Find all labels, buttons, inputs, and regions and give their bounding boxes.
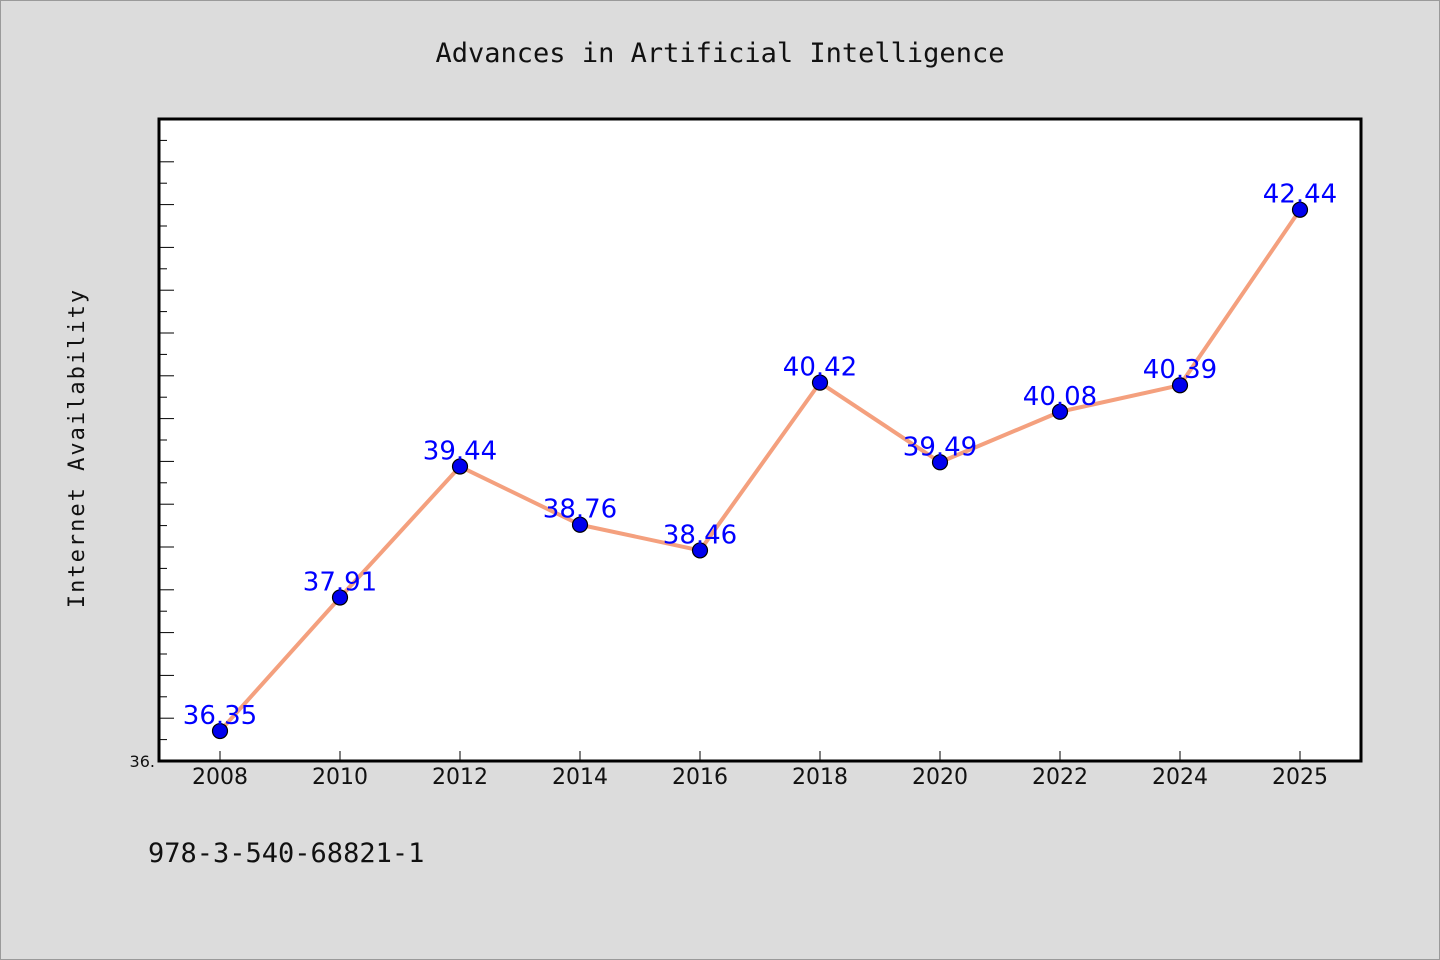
x-tick-label: 2022 <box>1032 765 1088 790</box>
data-point <box>571 516 589 533</box>
data-point <box>1171 377 1189 394</box>
data-point <box>211 722 229 740</box>
y-tick-label-min: 36. <box>130 752 155 771</box>
data-label: 39.44 <box>423 437 497 467</box>
y-axis-ticks <box>159 139 174 741</box>
x-tick-label: 2014 <box>552 765 608 790</box>
data-label: 40.08 <box>1023 382 1097 412</box>
x-axis-ticks: 2008 2010 2012 2014 2016 2018 2020 2022 2024 2025 <box>192 751 1328 790</box>
data-label: 36.35 <box>183 701 257 731</box>
data-label: 38.76 <box>543 495 617 525</box>
data-label: 40.39 <box>1143 355 1217 385</box>
data-point <box>811 374 829 391</box>
x-tick-label: 2016 <box>672 765 728 790</box>
data-labels: 36.35 37.91 39.44 38.76 38.46 40.42 39.49 40.08… <box>183 180 1337 731</box>
chart-title: Advances in Artificial Intelligence <box>436 38 1005 69</box>
data-label: 37.91 <box>303 568 377 598</box>
data-point <box>1051 403 1069 420</box>
isbn-text: 978-3-540-68821-1 <box>148 838 424 869</box>
x-tick-label: 2018 <box>792 765 848 790</box>
data-point <box>691 542 709 559</box>
data-point <box>451 458 469 475</box>
data-label: 40.42 <box>783 353 857 383</box>
plot-area <box>157 117 1363 763</box>
data-point <box>331 589 349 606</box>
x-tick-label: 2008 <box>192 765 248 790</box>
series-markers <box>211 201 1309 740</box>
x-tick-label: 2020 <box>912 765 968 790</box>
x-tick-label: 2024 <box>1152 765 1208 790</box>
x-tick-label: 2025 <box>1272 765 1328 790</box>
data-label: 38.46 <box>663 520 737 550</box>
x-tick-label: 2012 <box>432 765 488 790</box>
series-line <box>218 208 1302 733</box>
data-point <box>1291 201 1309 218</box>
x-tick-label: 2010 <box>312 765 368 790</box>
data-point <box>931 454 949 471</box>
data-label: 39.49 <box>903 432 977 462</box>
y-axis-label: Internet Availability <box>65 288 90 608</box>
data-label: 42.44 <box>1263 180 1337 210</box>
